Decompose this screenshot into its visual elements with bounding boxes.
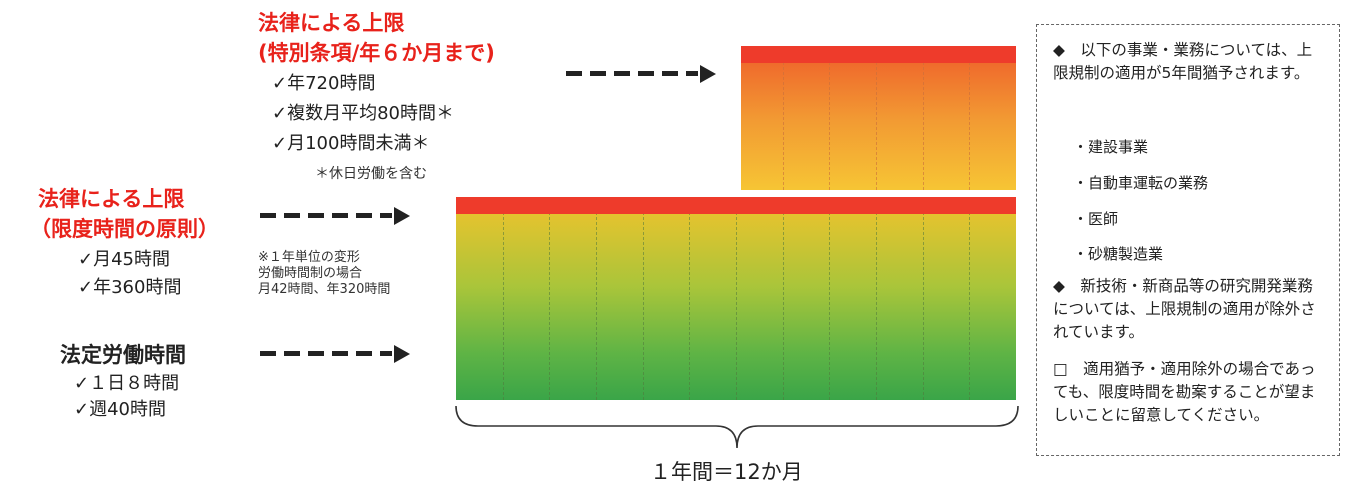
- arrow-principle-limit-icon: [260, 206, 410, 226]
- special-limit-item-monthly: ✓月100時間未満＊: [272, 133, 430, 154]
- principle-limit-note-3: 月42時間、年320時間: [258, 282, 391, 297]
- principle-limit-cap: [456, 197, 1016, 214]
- special-limit-title: 法律による上限: [258, 11, 405, 35]
- arrow-statutory-hours-icon: [260, 344, 410, 364]
- special-limit-item-average: ✓複数月平均80時間＊: [272, 103, 454, 124]
- year-brace-icon: [455, 405, 1019, 449]
- principle-limit-item-annual: ✓年360時間: [78, 277, 182, 298]
- month-divider: [736, 212, 737, 400]
- principle-limit-title: 法律による上限: [38, 187, 185, 211]
- month-divider: [876, 62, 877, 190]
- statutory-hours-item-daily: ✓１日８時間: [74, 373, 180, 394]
- special-limit-item-annual: ✓年720時間: [272, 73, 376, 94]
- month-divider: [782, 62, 784, 190]
- special-limit-note: ＊休日労働を含む: [315, 166, 427, 182]
- principle-limit-subtitle: （限度時間の原則）: [30, 217, 219, 241]
- month-divider: [502, 212, 504, 400]
- month-divider: [969, 212, 971, 400]
- exemption-item-driving: ・自動車運転の業務: [1073, 174, 1209, 192]
- year-label: １年間＝12か月: [650, 460, 803, 484]
- month-divider: [969, 62, 971, 190]
- exemption-para-note: □ 適用猶予・適用除外の場合であっても、限度時間を勘案することが望ましいことに留…: [1053, 360, 1316, 424]
- exemption-para-deferral: ◆ 以下の事業・業務については、上限規制の適用が5年間猶予されます。: [1053, 41, 1313, 82]
- exemption-panel: ◆ 以下の事業・業務については、上限規制の適用が5年間猶予されます。 ・建設事業…: [1036, 24, 1340, 456]
- month-divider: [922, 212, 924, 400]
- statutory-hours-item-weekly: ✓週40時間: [74, 399, 166, 420]
- principle-limit-note-1: ※１年単位の変形: [258, 250, 360, 265]
- month-divider: [642, 212, 644, 400]
- principle-limit-note-2: 労働時間制の場合: [258, 266, 363, 281]
- month-divider: [549, 212, 551, 400]
- month-divider: [782, 212, 784, 400]
- exemption-item-sugar: ・砂糖製造業: [1073, 245, 1164, 263]
- arrow-special-limit-icon: [566, 64, 716, 84]
- special-limit-cap: [741, 46, 1016, 63]
- statutory-hours-title: 法定労働時間: [60, 343, 186, 367]
- month-divider: [922, 62, 924, 190]
- special-limit-bar: [741, 62, 1016, 190]
- exemption-para-rnd: ◆ 新技術・新商品等の研究開発業務については、上限規制の適用が除外されています。: [1053, 277, 1316, 341]
- month-divider: [829, 212, 831, 400]
- principle-limit-item-monthly: ✓月45時間: [78, 249, 170, 270]
- principle-limit-bar: [456, 212, 1016, 400]
- exemption-item-doctors: ・医師: [1073, 210, 1119, 228]
- month-divider: [596, 212, 597, 400]
- exemption-item-construction: ・建設事業: [1073, 138, 1149, 156]
- month-divider: [876, 212, 877, 400]
- month-divider: [829, 62, 831, 190]
- month-divider: [689, 212, 691, 400]
- special-limit-subtitle: (特別条項/年６か月まで): [258, 41, 495, 65]
